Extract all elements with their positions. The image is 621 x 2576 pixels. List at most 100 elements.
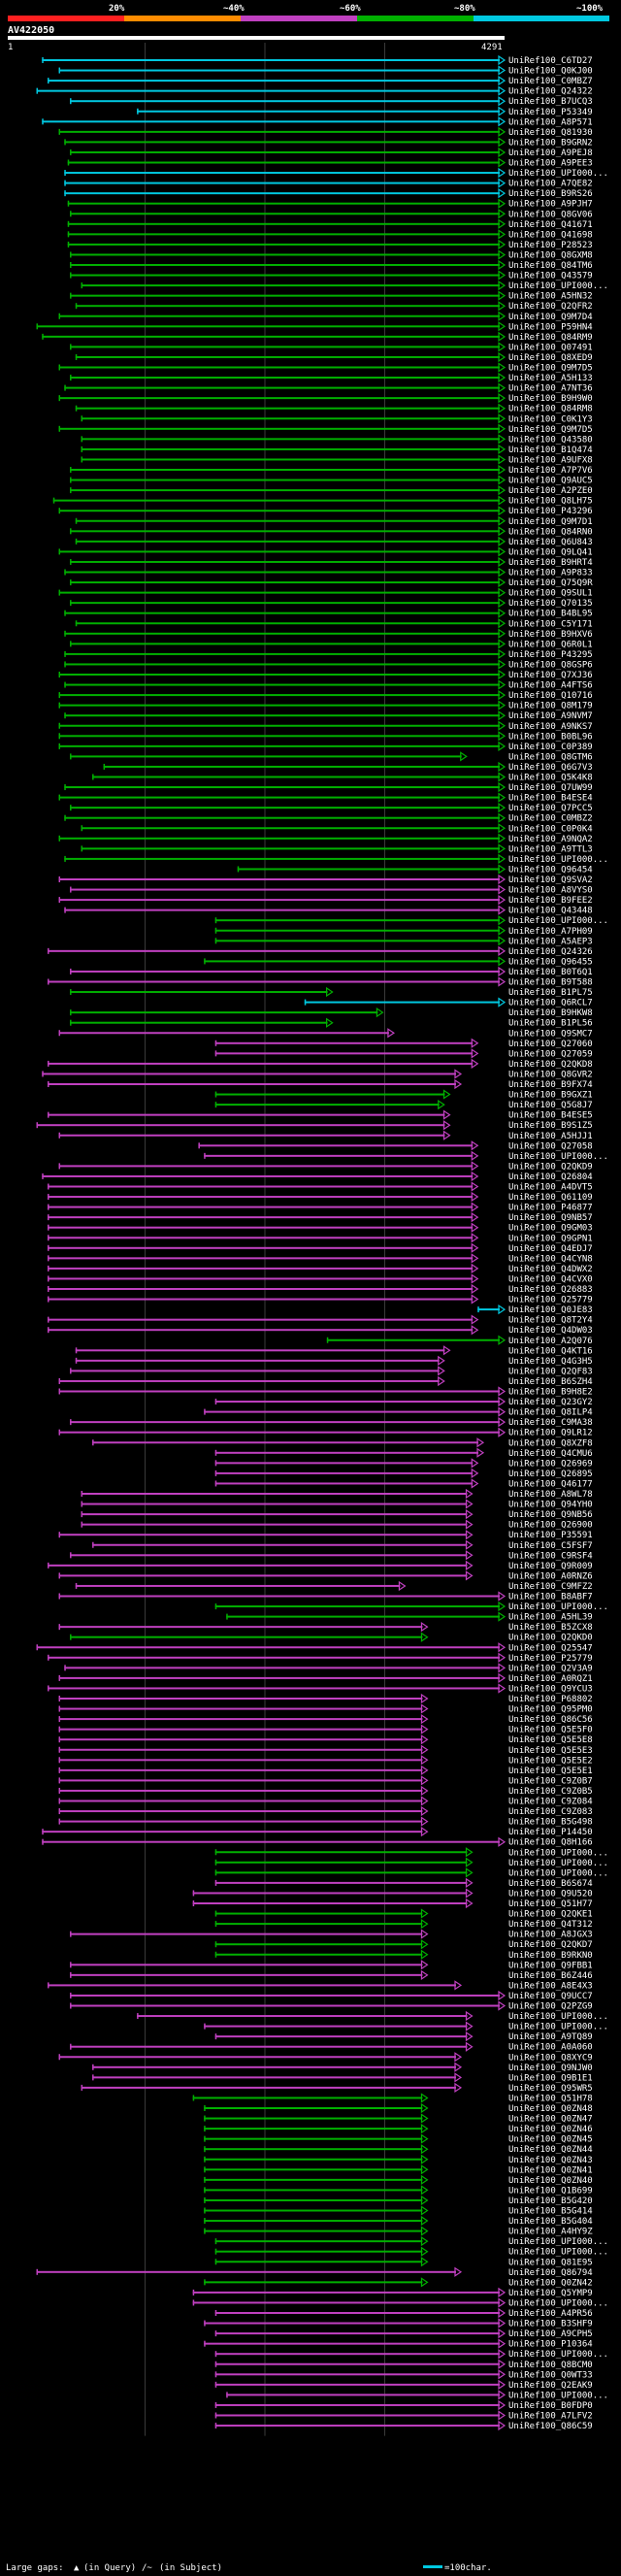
hit-bar[interactable] <box>214 1104 440 1106</box>
hit-label[interactable]: UniRef100_UPI000... <box>508 2012 608 2022</box>
hit-row[interactable]: UniRef100_B4ESE5 <box>48 1109 593 1121</box>
hit-label[interactable]: UniRef100_A8P571 <box>508 117 593 127</box>
hit-bar[interactable] <box>214 2312 500 2314</box>
hit-row[interactable]: UniRef100_P28523 <box>67 239 593 250</box>
hit-row[interactable]: UniRef100_Q7PCC5 <box>70 803 593 813</box>
hit-bar[interactable] <box>70 1021 328 1024</box>
hit-label[interactable]: UniRef100_B5G404 <box>508 2217 593 2227</box>
hit-label[interactable]: UniRef100_C0MBZ2 <box>508 814 593 824</box>
hit-row[interactable]: UniRef100_Q4G3H5 <box>75 1355 593 1367</box>
hit-bar[interactable] <box>58 314 500 317</box>
hit-row[interactable]: UniRef100_Q0WT33 <box>214 2369 593 2380</box>
hit-label[interactable]: UniRef100_Q4CMU6 <box>508 1449 593 1459</box>
hit-row[interactable]: UniRef100_Q0ZN42 <box>204 2277 593 2288</box>
hit-bar[interactable] <box>58 591 500 594</box>
hit-row[interactable]: UniRef100_UPI000... <box>214 1601 608 1612</box>
hit-label[interactable]: UniRef100_B0FDP0 <box>508 2401 593 2411</box>
hit-label[interactable]: UniRef100_A7P7V6 <box>508 466 593 476</box>
hit-bar[interactable] <box>214 1943 423 1946</box>
hit-row[interactable]: UniRef100_Q51H77 <box>192 1898 593 1909</box>
hit-row[interactable]: UniRef100_Q7UW99 <box>64 781 593 793</box>
hit-row[interactable]: UniRef100_Q7XJ36 <box>58 669 593 680</box>
hit-row[interactable]: UniRef100_B1Q474 <box>81 444 593 455</box>
hit-row[interactable]: UniRef100_Q9GM03 <box>48 1222 593 1234</box>
hit-label[interactable]: UniRef100_A9NQA2 <box>508 835 593 844</box>
hit-row[interactable]: UniRef100_B9RKN0 <box>214 1949 593 1961</box>
hit-label[interactable]: UniRef100_Q8M179 <box>508 702 593 711</box>
hit-label[interactable]: UniRef100_Q2PZG9 <box>508 2002 593 2012</box>
hit-label[interactable]: UniRef100_Q0ZN44 <box>508 2145 593 2155</box>
hit-row[interactable]: UniRef100_Q07491 <box>70 342 593 352</box>
hit-bar[interactable] <box>58 69 500 72</box>
hit-label[interactable]: UniRef100_A5HL39 <box>508 1613 593 1623</box>
hit-row[interactable]: UniRef100_Q23GY2 <box>214 1396 593 1407</box>
hit-row[interactable]: UniRef100_B9GXZ1 <box>214 1089 593 1101</box>
hit-row[interactable]: UniRef100_B6Z446 <box>70 1969 593 1981</box>
hit-label[interactable]: UniRef100_Q75Q9R <box>508 578 593 588</box>
hit-row[interactable]: UniRef100_B9RS26 <box>64 188 593 199</box>
hit-row[interactable]: UniRef100_A5HN32 <box>70 290 593 302</box>
hit-row[interactable]: UniRef100_A9TQ89 <box>214 2031 593 2042</box>
hit-label[interactable]: UniRef100_Q84RN0 <box>508 527 593 537</box>
hit-label[interactable]: UniRef100_Q8GXM8 <box>508 250 593 260</box>
hit-bar[interactable] <box>58 1534 468 1536</box>
hit-label[interactable]: UniRef100_Q9LR12 <box>508 1429 593 1438</box>
hit-label[interactable]: UniRef100_A4HY9Z <box>508 2228 593 2237</box>
hit-bar[interactable] <box>214 2373 500 2376</box>
hit-label[interactable]: UniRef100_B9FEE2 <box>508 896 593 906</box>
hit-bar[interactable] <box>70 479 501 481</box>
hit-row[interactable]: UniRef100_A5AEP3 <box>214 936 593 946</box>
hit-bar[interactable] <box>70 2004 501 2007</box>
hit-row[interactable]: UniRef100_B5G414 <box>204 2205 593 2217</box>
hit-row[interactable]: UniRef100_B4ESE4 <box>58 792 593 804</box>
hit-row[interactable]: UniRef100_UPI000... <box>214 1857 608 1868</box>
hit-row[interactable]: UniRef100_B6SZH4 <box>58 1375 593 1387</box>
hit-bar[interactable] <box>36 1646 501 1649</box>
hit-label[interactable]: UniRef100_Q9R009 <box>508 1562 593 1571</box>
hit-label[interactable]: UniRef100_P25779 <box>508 1654 593 1664</box>
hit-row[interactable]: UniRef100_A9NQA2 <box>58 833 593 844</box>
hit-row[interactable]: UniRef100_Q6G7V3 <box>103 761 593 773</box>
hit-row[interactable]: UniRef100_Q5E5E8 <box>58 1734 593 1745</box>
hit-label[interactable]: UniRef100_B9HKW8 <box>508 1008 593 1018</box>
hit-label[interactable]: UniRef100_Q6RCL7 <box>508 999 593 1008</box>
hit-bar[interactable] <box>36 2270 456 2273</box>
hit-label[interactable]: UniRef100_C5FSF7 <box>508 1541 593 1551</box>
hit-bar[interactable] <box>58 1165 474 1168</box>
hit-label[interactable]: UniRef100_Q0ZN45 <box>508 2135 593 2145</box>
hit-row[interactable]: UniRef100_Q26883 <box>48 1283 593 1295</box>
hit-bar[interactable] <box>214 1605 500 1608</box>
hit-bar[interactable] <box>70 213 501 215</box>
hit-bar[interactable] <box>214 2414 500 2417</box>
hit-bar[interactable] <box>214 1451 479 1454</box>
hit-bar[interactable] <box>192 1892 468 1895</box>
hit-bar[interactable] <box>214 1052 474 1055</box>
hit-label[interactable]: UniRef100_Q6R0L1 <box>508 640 593 649</box>
hit-row[interactable]: UniRef100_Q81E95 <box>214 2257 593 2267</box>
hit-label[interactable]: UniRef100_Q9UCC7 <box>508 1992 593 2001</box>
hit-label[interactable]: UniRef100_Q5E5E2 <box>508 1756 593 1766</box>
hit-label[interactable]: UniRef100_Q25547 <box>508 1643 593 1653</box>
hit-bar[interactable] <box>48 1237 474 1239</box>
hit-bar[interactable] <box>58 735 500 738</box>
hit-bar[interactable] <box>81 284 500 287</box>
hit-row[interactable]: UniRef100_P53349 <box>137 106 593 117</box>
hit-label[interactable]: UniRef100_B6Z446 <box>508 1971 593 1981</box>
hit-bar[interactable] <box>64 182 500 184</box>
hit-bar[interactable] <box>36 325 501 328</box>
hit-row[interactable]: UniRef100_A4DVT5 <box>48 1181 593 1193</box>
hit-bar[interactable] <box>64 172 500 175</box>
hit-row[interactable]: UniRef100_Q43580 <box>81 434 593 445</box>
hit-bar[interactable] <box>214 2261 423 2263</box>
hit-label[interactable]: UniRef100_Q8GTM6 <box>508 752 593 762</box>
hit-row[interactable]: UniRef100_Q84RN0 <box>70 526 593 537</box>
hit-bar[interactable] <box>70 1973 423 1976</box>
hit-label[interactable]: UniRef100_Q1B699 <box>508 2186 593 2196</box>
hit-label[interactable]: UniRef100_A7QE82 <box>508 180 593 189</box>
hit-label[interactable]: UniRef100_A9PJH7 <box>508 200 593 210</box>
hit-row[interactable]: UniRef100_Q0ZN48 <box>204 2102 593 2114</box>
hit-row[interactable]: UniRef100_Q5E5E3 <box>58 1744 593 1756</box>
hit-bar[interactable] <box>58 1676 500 1679</box>
hit-label[interactable]: UniRef100_Q7XJ36 <box>508 671 593 680</box>
hit-row[interactable]: UniRef100_Q8GV06 <box>70 209 593 219</box>
